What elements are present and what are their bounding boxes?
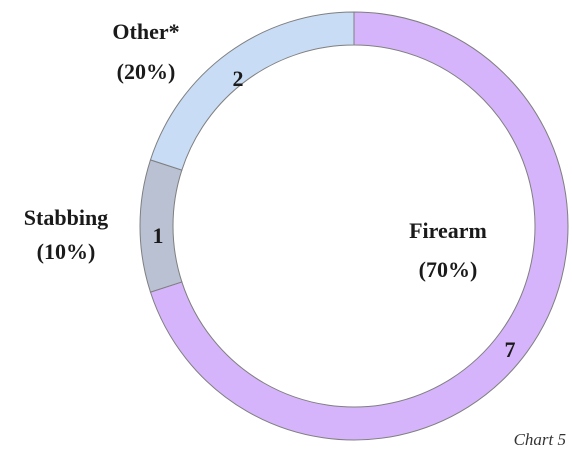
donut-slice-other — [149, 11, 355, 171]
donut-value-label: 2 — [233, 66, 244, 91]
donut-value-label: 1 — [153, 223, 164, 248]
donut-slice-firearm — [149, 11, 569, 441]
donut-value-label: 7 — [505, 337, 516, 362]
donut-percent-label: (70%) — [419, 257, 478, 282]
donut-labels: 7 Firearm (70%) 1 Stabbing (10%) 2 Other* (20%) — [24, 19, 516, 362]
donut-percent-label: (10%) — [37, 239, 96, 264]
donut-category-label: Stabbing — [24, 205, 108, 230]
donut-slices — [139, 11, 569, 441]
donut-percent-label: (20%) — [117, 59, 176, 84]
donut-category-label: Other* — [112, 19, 179, 44]
donut-category-label: Firearm — [409, 218, 487, 243]
chart-caption: Chart 5 — [514, 430, 566, 449]
